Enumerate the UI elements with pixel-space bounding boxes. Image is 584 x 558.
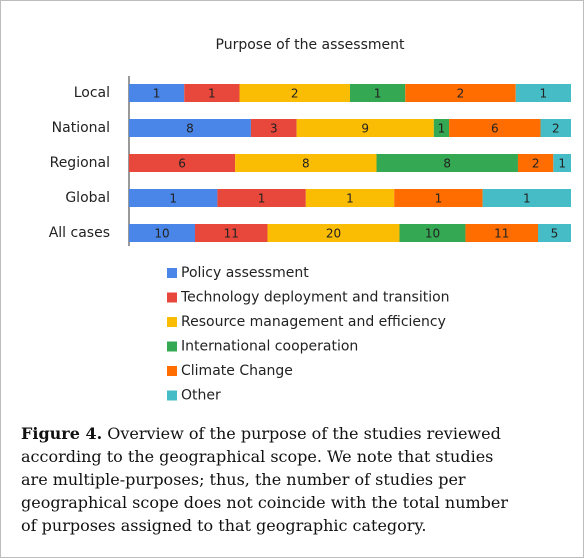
- legend-swatch: [167, 366, 177, 376]
- bar-segment: [482, 189, 571, 207]
- bar-segment: [433, 119, 450, 137]
- legend-swatch: [167, 292, 177, 303]
- data-label: 2: [457, 87, 465, 101]
- bar-segment: [129, 154, 236, 172]
- legend-label: Technology deployment and transition: [180, 290, 450, 306]
- data-label: 9: [361, 122, 369, 136]
- y-tick-label: Local: [74, 85, 110, 101]
- chart: Purpose of the assessment Local 1 1 2 1 2 1Nat…: [49, 37, 571, 404]
- bar-segment: [465, 224, 539, 242]
- bar-segment: [350, 84, 406, 102]
- bar-segment: [129, 119, 251, 137]
- legend-label: Climate Change: [181, 363, 293, 379]
- data-label: 11: [494, 227, 509, 241]
- bar-segment: [217, 189, 306, 207]
- data-label: 5: [551, 227, 559, 241]
- legend-label: Policy assessment: [181, 265, 309, 281]
- legend-swatch: [167, 317, 177, 327]
- bar-segment: [540, 119, 571, 137]
- data-label: 1: [169, 192, 177, 206]
- data-label: 1: [540, 87, 548, 101]
- bar-segment: [250, 119, 297, 137]
- data-label: 3: [270, 122, 278, 136]
- caption-text: Overview of the purpose of the studies r…: [21, 424, 509, 535]
- data-label: 1: [558, 157, 566, 171]
- data-label: 10: [154, 227, 169, 241]
- data-label: 1: [258, 192, 266, 206]
- legend-label: Resource management and efficiency: [181, 314, 446, 330]
- caption-label: Figure 4.: [21, 424, 103, 443]
- caption: Figure 4. Overview of the purpose of the…: [21, 422, 521, 537]
- bar-segment: [394, 189, 483, 207]
- data-label: 8: [186, 122, 194, 136]
- bar-segment: [239, 84, 350, 102]
- data-label: 10: [425, 227, 440, 241]
- bar-segment: [296, 119, 434, 137]
- y-tick-label: All cases: [49, 225, 110, 241]
- data-label: 2: [291, 87, 299, 101]
- bar-segment: [517, 154, 554, 172]
- data-label: 6: [178, 157, 186, 171]
- data-label: 1: [208, 87, 216, 101]
- bar-segment: [538, 224, 571, 242]
- y-tick-label: Global: [65, 190, 110, 206]
- bar-segment: [449, 119, 541, 137]
- bar-segment: [515, 84, 571, 102]
- bar-segment: [235, 154, 377, 172]
- data-label: 11: [224, 227, 239, 241]
- legend-label: Other: [181, 388, 221, 404]
- bar-segment: [129, 189, 218, 207]
- legend-swatch: [167, 341, 177, 352]
- data-label: 2: [532, 157, 540, 171]
- data-label: 1: [435, 192, 443, 206]
- bar-segment: [399, 224, 466, 242]
- data-label: 1: [438, 122, 446, 136]
- data-label: 1: [346, 192, 354, 206]
- data-label: 1: [523, 192, 531, 206]
- legend-swatch: [167, 390, 177, 401]
- bar-segment: [376, 154, 518, 172]
- data-label: 8: [443, 157, 451, 171]
- bar-segment: [267, 224, 400, 242]
- bar-segment: [194, 224, 268, 242]
- data-label: 8: [302, 157, 310, 171]
- bar-segment: [184, 84, 240, 102]
- bar-segment: [405, 84, 516, 102]
- y-tick-label: National: [52, 120, 110, 136]
- bar-segment: [553, 154, 571, 172]
- data-label: 20: [326, 227, 341, 241]
- bar-segment: [129, 224, 195, 242]
- data-label: 2: [552, 122, 560, 136]
- data-label: 1: [374, 87, 382, 101]
- bar-segment: [129, 84, 185, 102]
- legend-label: International cooperation: [181, 339, 358, 355]
- y-tick-label: Regional: [50, 155, 110, 171]
- chart-title: Purpose of the assessment: [216, 37, 405, 53]
- data-label: 6: [491, 122, 499, 136]
- legend-swatch: [167, 268, 177, 278]
- bar-segment: [305, 189, 395, 207]
- data-label: 1: [153, 87, 161, 101]
